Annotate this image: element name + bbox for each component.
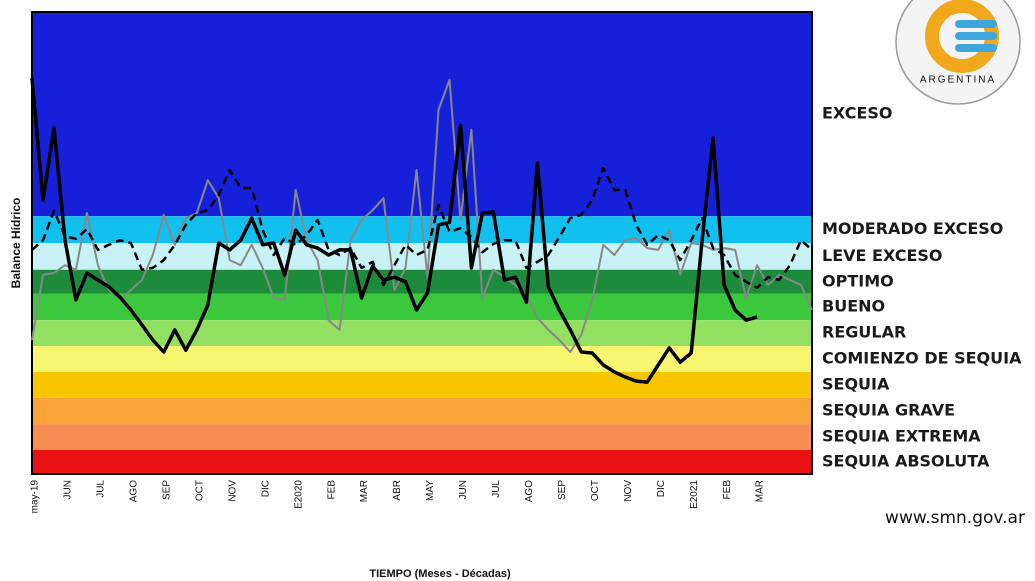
x-tick-label: OCT [194,480,205,501]
plot-frame [31,11,813,475]
band [32,424,812,450]
band [32,320,812,347]
x-tick-label: may-19 [30,480,41,514]
x-tick-label: DIC [656,480,667,497]
band [32,397,812,425]
x-tick-label: MAY [425,480,436,501]
x-tick-label: SEP [161,480,172,500]
band-label: LEVE EXCESO [822,246,943,265]
x-tick-label: ABR [392,480,403,501]
x-tick-label: JUL [96,480,107,498]
band [32,449,812,474]
logo: ARGENTINA [895,0,1021,105]
x-tick-label: E2020 [293,480,304,509]
x-tick-label: AGO [129,480,140,502]
band-label: OPTIMO [822,271,894,290]
x-axis-label: TIEMPO (Meses - Décadas) [369,568,511,580]
logo-wave [955,44,997,52]
x-tick-label: MAR [755,480,766,502]
x-tick-label: FEB [722,480,733,500]
x-tick-label: NOV [227,480,238,502]
band-label: SEQUIA EXTREMA [822,427,981,446]
band [32,293,812,321]
band [32,269,812,294]
series-line [31,166,813,290]
logo-wave [955,32,997,40]
x-tick-label: MAR [359,480,370,502]
band-label: SEQUIA [822,374,890,393]
x-tick-label: JUL [491,480,502,498]
x-tick-label: E2021 [689,480,700,509]
x-tick-label: JUN [458,480,469,499]
x-tick-label: JUN [63,480,74,499]
band-label: SEQUIA ABSOLUTA [822,451,990,470]
logo-text: ARGENTINA [920,75,996,86]
series-line [30,77,758,384]
x-tick-label: OCT [590,480,601,501]
x-tick-label: AGO [524,480,535,502]
x-tick-label: SEP [557,480,568,500]
band-label: REGULAR [822,323,906,342]
band-label: EXCESO [822,104,893,123]
band [32,243,812,270]
band-label: MODERADO EXCESO [822,219,1003,238]
x-tick-label: FEB [326,480,337,500]
band [32,346,812,372]
x-tick-label: DIC [260,480,271,497]
series-line [31,78,813,353]
y-axis-label: Balance Hídrico [9,198,23,289]
band-label: SEQUIA GRAVE [822,400,955,419]
logo-ring [895,0,1021,105]
x-tick-label: NOV [623,480,634,502]
band-label: BUENO [822,296,885,315]
band-label: COMIENZO DE SEQUIA [822,348,1022,367]
website: www.smn.gov.ar [885,508,1025,528]
logo-wave [955,20,997,28]
band [32,12,812,217]
band [32,371,812,398]
